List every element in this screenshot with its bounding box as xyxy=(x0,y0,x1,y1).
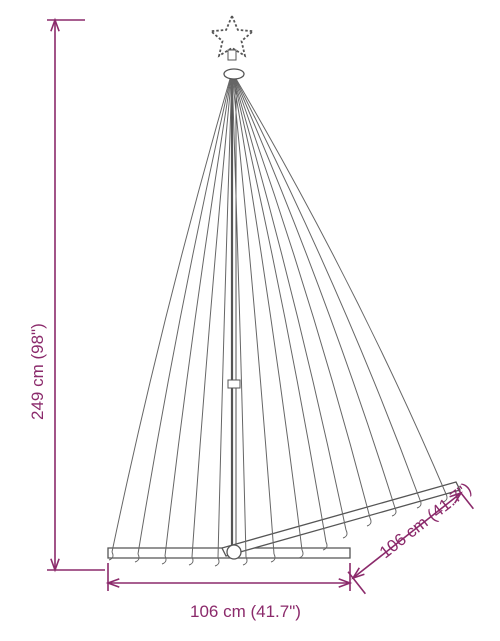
width-in: (41.7") xyxy=(250,602,300,621)
diagram-canvas xyxy=(0,0,500,641)
height-cm: 249 cm xyxy=(28,364,47,420)
height-in: (98") xyxy=(28,323,47,359)
width-label: 106 cm (41.7") xyxy=(190,602,301,622)
width-cm: 106 cm xyxy=(190,602,246,621)
height-label: 249 cm (98") xyxy=(28,323,48,420)
